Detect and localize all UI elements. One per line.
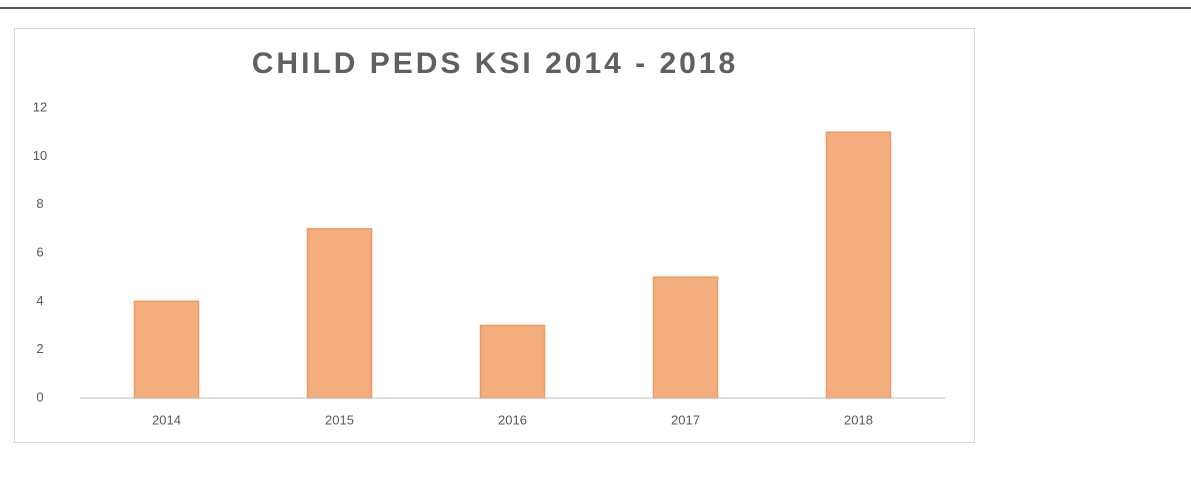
y-tick-label: 4 [36,293,43,308]
y-tick-label: 8 [36,196,43,211]
chart-title: CHILD PEDS KSI 2014 - 2018 [252,47,739,80]
bar [652,276,719,399]
y-tick-label: 10 [33,148,47,163]
bar [133,300,200,399]
y-tick-label: 0 [36,389,43,404]
y-tick-label: 12 [33,99,47,114]
bar [479,324,546,399]
x-tick-label: 2015 [325,412,354,427]
x-tick-label: 2018 [844,412,873,427]
x-tick-label: 2016 [498,412,527,427]
x-tick-label: 2017 [671,412,700,427]
x-tick-label: 2014 [152,412,181,427]
y-tick-label: 6 [36,244,43,259]
bar [825,131,892,399]
bar [306,228,373,399]
y-tick-label: 2 [36,341,43,356]
